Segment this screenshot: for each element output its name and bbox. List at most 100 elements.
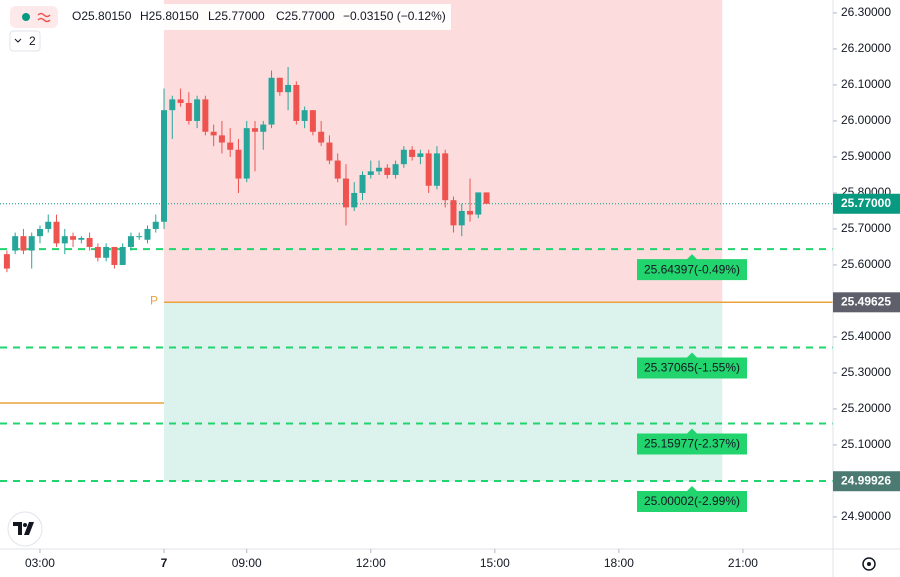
candle-body bbox=[483, 192, 490, 204]
x-tick-label: 15:00 bbox=[480, 556, 510, 570]
level-label-bg bbox=[637, 254, 747, 281]
y-tick-label: 25.10000 bbox=[841, 437, 891, 451]
candle-body bbox=[202, 99, 209, 132]
price-badge bbox=[833, 471, 900, 492]
x-tick-label: 7 bbox=[161, 556, 168, 570]
x-tick-label: 18:00 bbox=[604, 556, 634, 570]
level-label: 25.64397(-0.49%) bbox=[644, 262, 740, 276]
gear-center bbox=[867, 562, 871, 566]
plot-area: P 25.64397(-0.49%) 25.37065(-1.55%) 25.1597… bbox=[0, 0, 833, 512]
x-tick-label: 09:00 bbox=[232, 556, 262, 570]
stop-zone bbox=[164, 0, 723, 303]
price-badge bbox=[833, 292, 900, 313]
candle-body bbox=[3, 254, 10, 269]
candle-body bbox=[119, 246, 126, 265]
y-tick-label: 25.60000 bbox=[841, 257, 891, 271]
candle-body bbox=[376, 167, 383, 172]
candle-body bbox=[185, 102, 192, 121]
candle-body bbox=[425, 153, 432, 186]
candle-body bbox=[194, 99, 201, 121]
candle-body bbox=[351, 192, 358, 208]
indicator-toggle[interactable] bbox=[9, 30, 41, 52]
indicator-count: 2 bbox=[29, 34, 36, 48]
candle-body bbox=[218, 135, 225, 143]
candle-body bbox=[409, 149, 416, 157]
candle-body bbox=[36, 228, 43, 237]
logo-dot bbox=[23, 523, 27, 527]
candle-body bbox=[103, 246, 110, 258]
status-dot bbox=[22, 13, 30, 21]
candle-body bbox=[53, 221, 60, 244]
candle-body bbox=[227, 142, 234, 150]
candle-body bbox=[210, 131, 217, 136]
candle-body bbox=[334, 160, 341, 179]
candle-body bbox=[111, 246, 118, 265]
y-tick-label: 25.30000 bbox=[841, 365, 891, 379]
candle-body bbox=[70, 236, 77, 240]
y-tick-label: 25.70000 bbox=[841, 221, 891, 235]
ohlc-value: O25.80150 bbox=[72, 9, 132, 23]
candle-body bbox=[268, 77, 275, 125]
candle-body bbox=[235, 149, 242, 179]
level-label-bg bbox=[637, 428, 747, 455]
candle-body bbox=[152, 221, 159, 229]
candle-body bbox=[260, 124, 267, 132]
price-badge-label: 25.77000 bbox=[841, 196, 891, 210]
y-tick-label: 26.30000 bbox=[841, 5, 891, 19]
candle-body bbox=[417, 153, 424, 157]
status-icon bbox=[37, 12, 51, 23]
header: 2 O25.80150 H25.80150 L25.77000 C25.77000 −0… bbox=[6, 4, 451, 52]
logo-bg bbox=[7, 511, 43, 547]
target-zone bbox=[164, 302, 723, 482]
ohlc-value: C25.77000 bbox=[276, 9, 335, 23]
gear-ring bbox=[862, 557, 876, 571]
candle-body bbox=[127, 236, 134, 247]
candle-body bbox=[301, 110, 308, 121]
candle-body bbox=[20, 236, 27, 251]
candle-body bbox=[94, 246, 101, 258]
candle-body bbox=[367, 171, 374, 175]
candle-body bbox=[45, 221, 52, 229]
header-bg bbox=[6, 4, 451, 30]
candle-body bbox=[177, 99, 184, 103]
candle-body bbox=[276, 77, 283, 93]
candle-body bbox=[12, 236, 19, 251]
candle-body bbox=[475, 192, 482, 215]
candle-body bbox=[400, 149, 407, 165]
price-badge-label: 24.99926 bbox=[841, 473, 891, 487]
candle-body bbox=[243, 128, 250, 179]
candle-body bbox=[309, 110, 316, 132]
entry-marker: P bbox=[150, 293, 158, 307]
candle-body bbox=[136, 236, 143, 238]
ohlc-value: −0.03150 (−0.12%) bbox=[343, 9, 446, 23]
price-badge-label: 25.49625 bbox=[841, 294, 891, 308]
level-label-bg bbox=[637, 485, 747, 512]
y-tick-label: 25.40000 bbox=[841, 329, 891, 343]
ohlc-value: H25.80150 bbox=[140, 9, 199, 23]
status-pill[interactable] bbox=[10, 6, 58, 28]
candle-body bbox=[252, 128, 258, 132]
y-tick-label: 24.90000 bbox=[841, 509, 891, 523]
candle-body bbox=[78, 237, 85, 240]
settings-button[interactable] bbox=[862, 557, 876, 571]
ohlc-value: L25.77000 bbox=[208, 9, 265, 23]
candle-body bbox=[28, 236, 35, 251]
candle-body bbox=[61, 236, 68, 244]
y-tick-label: 26.20000 bbox=[841, 41, 891, 55]
candle-body bbox=[144, 228, 151, 240]
candle-body bbox=[359, 174, 366, 193]
candle-body bbox=[161, 110, 168, 222]
tv-logo bbox=[7, 511, 43, 547]
x-tick-label: 21:00 bbox=[728, 556, 758, 570]
candle-body bbox=[293, 84, 300, 121]
candle-body bbox=[433, 153, 440, 186]
candle-body bbox=[326, 142, 333, 161]
y-tick-label: 25.90000 bbox=[841, 149, 891, 163]
candle-body bbox=[285, 84, 292, 93]
candle-body bbox=[342, 178, 349, 208]
level-label: 25.00002(-2.99%) bbox=[644, 494, 740, 508]
candle-body bbox=[467, 210, 474, 215]
candle-body bbox=[450, 200, 457, 226]
